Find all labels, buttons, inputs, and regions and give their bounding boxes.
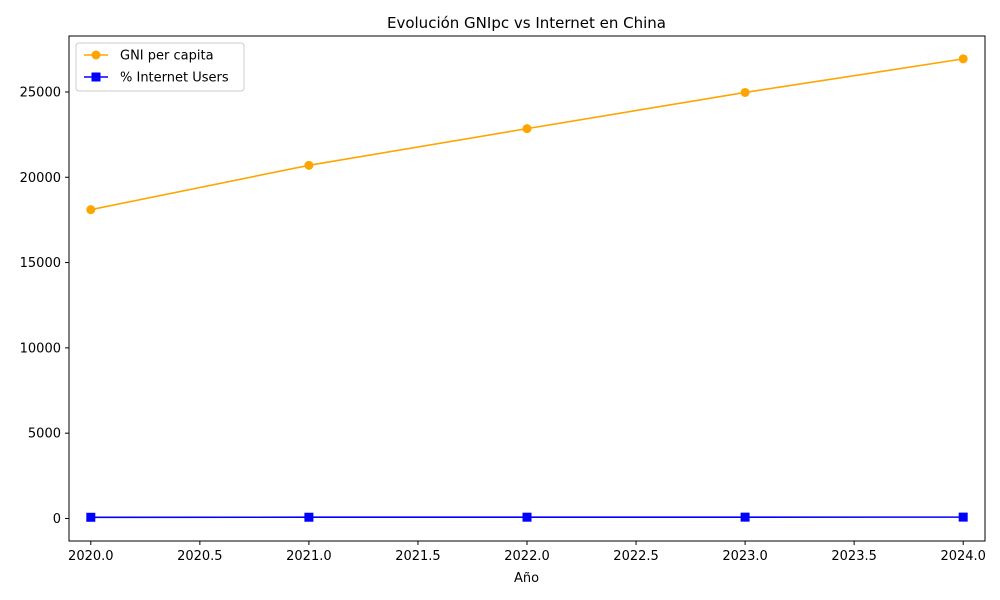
x-tick-label: 2022.0 xyxy=(504,549,550,564)
legend-label: GNI per capita xyxy=(120,49,214,64)
x-axis-label: Año xyxy=(514,571,539,586)
data-point xyxy=(522,512,532,522)
x-tick-label: 2022.5 xyxy=(613,549,659,564)
y-tick-label: 25000 xyxy=(20,85,61,100)
x-tick-label: 2021.5 xyxy=(395,549,441,564)
legend-label: % Internet Users xyxy=(120,71,229,86)
data-point xyxy=(86,512,96,522)
plot-area xyxy=(86,54,968,522)
x-tick-label: 2023.0 xyxy=(722,549,768,564)
y-tick-label: 5000 xyxy=(28,427,61,442)
x-tick-label: 2020.0 xyxy=(68,549,114,564)
chart-title: Evolución GNIpc vs Internet en China xyxy=(387,14,666,32)
data-point xyxy=(304,512,314,522)
y-tick-label: 10000 xyxy=(20,341,61,356)
x-axis: 2020.0 2020.5 2021.0 2021.5 2022.0 2022.5 2023… xyxy=(68,541,986,564)
data-point xyxy=(740,512,750,522)
data-point xyxy=(522,124,532,134)
y-tick-label: 15000 xyxy=(20,256,61,271)
data-point xyxy=(86,205,96,215)
legend-marker xyxy=(91,72,101,82)
y-tick-label: 20000 xyxy=(20,171,61,186)
x-tick-label: 2021.0 xyxy=(286,549,332,564)
data-point xyxy=(304,160,314,170)
legend-marker xyxy=(91,50,101,60)
legend-box xyxy=(75,42,245,92)
x-tick-label: 2023.5 xyxy=(831,549,877,564)
legend: GNI per capita % Internet Users xyxy=(75,42,245,92)
data-point xyxy=(740,87,750,97)
data-point xyxy=(958,54,968,64)
y-axis: 0 5000 10000 15000 20000 25000 xyxy=(20,85,69,527)
data-point xyxy=(958,512,968,522)
x-tick-label: 2024.0 xyxy=(940,549,986,564)
y-tick-label: 0 xyxy=(53,512,61,527)
axes-frame xyxy=(68,35,986,542)
x-tick-label: 2020.5 xyxy=(177,549,223,564)
